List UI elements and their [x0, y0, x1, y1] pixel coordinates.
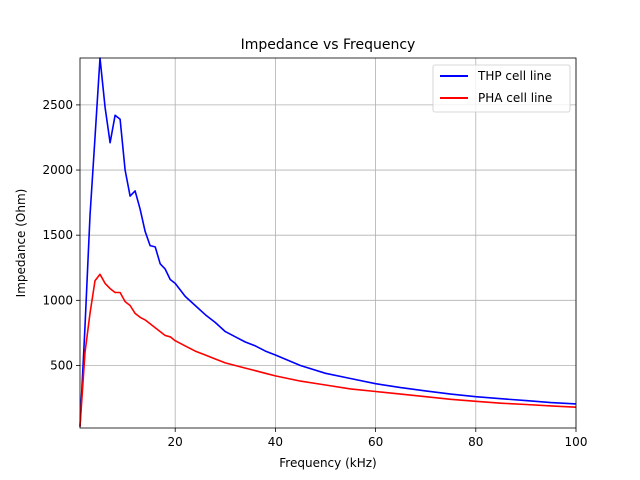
- y-tick-label: 1000: [42, 293, 73, 307]
- x-tick-label: 20: [168, 435, 183, 449]
- series-line-thp-cell-line: [79, 57, 577, 427]
- legend: THP cell line PHA cell line: [432, 64, 571, 113]
- y-tick-label: 500: [50, 358, 73, 372]
- legend-label-pha: PHA cell line: [478, 91, 552, 105]
- series-lines: [79, 57, 577, 427]
- legend-label-thp: THP cell line: [477, 69, 552, 83]
- x-tick-label: 100: [565, 435, 588, 449]
- x-axis-label: Frequency (kHz): [279, 456, 376, 470]
- x-tick-label: 80: [468, 435, 483, 449]
- y-axis-label: Impedance (Ohm): [14, 189, 28, 298]
- x-tick-label: 40: [268, 435, 283, 449]
- chart-title: Impedance vs Frequency: [241, 37, 416, 53]
- series-line-pha-cell-line: [79, 273, 577, 427]
- y-tick-label: 1500: [42, 228, 73, 242]
- y-tick-label: 2500: [42, 98, 73, 112]
- grid: [80, 58, 577, 428]
- x-tick-label: 60: [368, 435, 383, 449]
- y-tick-label: 2000: [42, 163, 73, 177]
- axis-ticks: 20 40 60 80 100 500 1000 1500 2000 2500: [42, 98, 587, 449]
- plot-frame: [79, 57, 577, 429]
